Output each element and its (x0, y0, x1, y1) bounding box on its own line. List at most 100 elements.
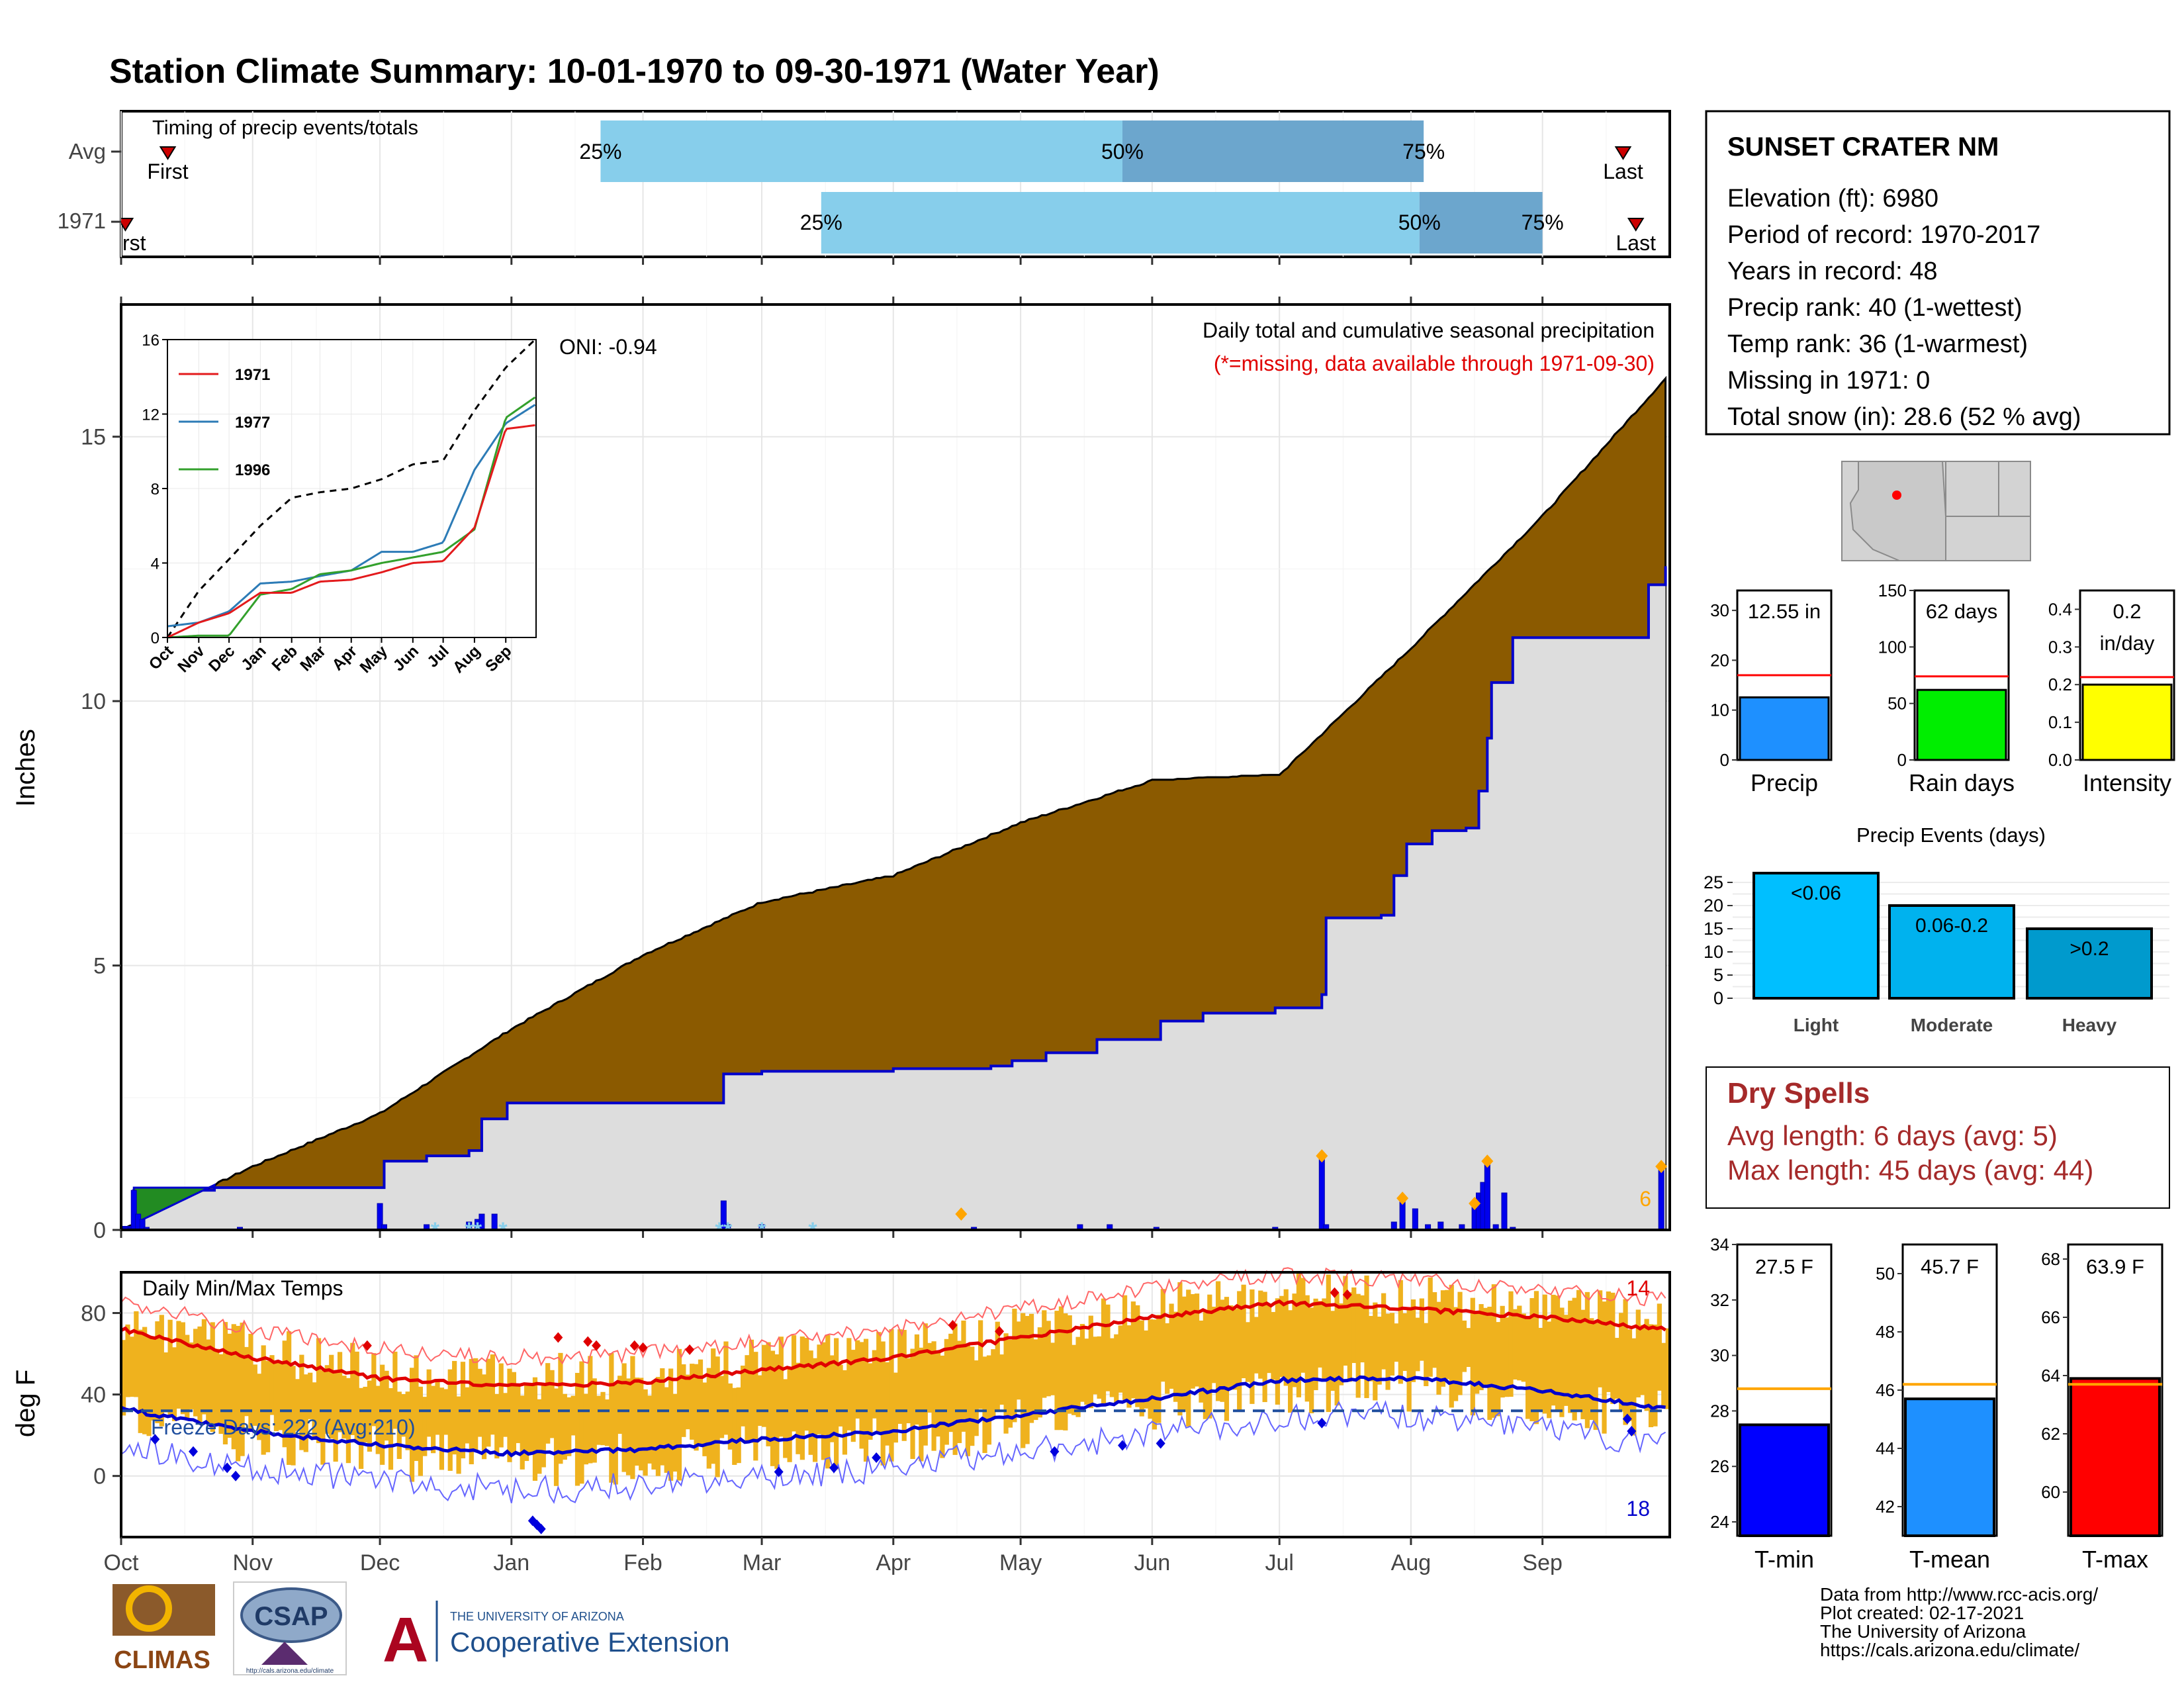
footer-line-2: Plot created: 02-17-2021 (1820, 1603, 2024, 1623)
temp-day-bar (465, 1387, 470, 1444)
temp-day-bar (931, 1341, 936, 1451)
temp-stat-ytick-label: 42 (1876, 1497, 1895, 1517)
temp-day-bar (1640, 1325, 1645, 1395)
temp-day-bar (138, 1329, 143, 1433)
temp-day-bar (600, 1391, 606, 1446)
temp-day-bar (537, 1399, 542, 1474)
temp-day-bar (511, 1372, 517, 1453)
freeze-days-label: Freeze Days: 222 (Avg:210) (151, 1415, 416, 1439)
inset-1971-line (167, 424, 535, 639)
temp-day-bar (193, 1329, 199, 1417)
temp-day-bar (1555, 1295, 1561, 1411)
temp-day-bar (422, 1397, 428, 1456)
average-max-line (120, 1299, 1666, 1388)
temp-day-bar (287, 1331, 292, 1465)
temp-day-bar (596, 1395, 602, 1445)
precip-stat-axis-label: Intensity (2083, 769, 2171, 796)
temp-day-bar (974, 1360, 979, 1436)
timing-row-1971-label: 1971 (58, 209, 106, 233)
timing-p75-label: 75% (1522, 211, 1564, 234)
ua-cooperative-extension-logo: A THE UNIVERSITY OF ARIZONA Cooperative … (383, 1601, 730, 1675)
temp-day-bar (431, 1385, 436, 1454)
temp-day-bar (532, 1377, 538, 1481)
temp-day-bar (1292, 1293, 1297, 1387)
temp-day-bar (562, 1393, 567, 1460)
precip-events-ytick-label: 15 (1704, 919, 1723, 939)
footer-line-3: The University of Arizona (1820, 1621, 2026, 1642)
record-max-marker-icon (362, 1340, 372, 1351)
temp-day-bar (672, 1393, 678, 1472)
temp-day-bar (647, 1395, 653, 1464)
temp-day-bar (715, 1356, 720, 1477)
precip-stat-ytick-label: 0 (1720, 750, 1729, 770)
temp-day-bar (1389, 1313, 1395, 1376)
temp-day-bar (1593, 1323, 1598, 1430)
temp-day-bar (1559, 1307, 1565, 1417)
daily-precip-record-marker-icon (1481, 1154, 1494, 1168)
temp-day-bar (210, 1322, 215, 1432)
temp-day-bar (1135, 1305, 1140, 1407)
dry-spells-max: Max length: 45 days (avg: 44) (1727, 1154, 2093, 1186)
month-axis: Oct Nov Dec Jan Feb Mar Apr May Jun Jul Aug Sep (104, 1537, 1563, 1575)
temp-day-bar (545, 1363, 551, 1444)
min-record-count: 18 (1626, 1497, 1650, 1521)
record-min-marker-icon (1156, 1438, 1165, 1449)
station-frame (1705, 110, 2171, 436)
temp-day-bar (617, 1376, 623, 1434)
record-min-marker-icon (1317, 1417, 1327, 1429)
temp-day-bar (231, 1324, 236, 1450)
temp-day-bar (681, 1364, 686, 1437)
temp-y-label: deg F (11, 1370, 40, 1437)
dry-spells-frame (1706, 1066, 2170, 1209)
timing-bar-50-75 (1122, 120, 1424, 182)
temp-day-bar (1228, 1305, 1234, 1387)
temp-day-bar (222, 1322, 228, 1444)
timing-panel: 25% 50% 75% First Last 25% 50% 75% First Last Tim… (58, 110, 1671, 265)
temp-day-bar (1165, 1323, 1170, 1394)
temp-day-bar (1338, 1303, 1344, 1385)
month-label: Mar (743, 1550, 782, 1575)
temp-day-bar (1410, 1299, 1416, 1382)
temp-day-bar (651, 1380, 657, 1470)
temp-day-bar (384, 1370, 389, 1441)
precip-stat-value-label: 0.2 (2113, 600, 2141, 623)
temp-day-bar (868, 1363, 873, 1440)
temp-day-bar (1385, 1313, 1390, 1390)
temp-day-bar (337, 1352, 343, 1432)
inset-legend: 1971 1977 1996 (179, 366, 270, 479)
record-min-marker-icon (231, 1470, 241, 1481)
temp-day-bar (367, 1380, 373, 1452)
temp-day-bar (893, 1372, 899, 1443)
last-precip-label: Last (1615, 231, 1656, 255)
temp-day-bar (1598, 1290, 1603, 1387)
temp-day-bar (876, 1332, 882, 1433)
temp-day-bar (278, 1361, 283, 1430)
temp-day-bar (1016, 1321, 1021, 1400)
month-label: Nov (233, 1550, 273, 1575)
temp-day-bar (906, 1358, 911, 1424)
temp-day-bar (1445, 1289, 1450, 1380)
temp-day-bar (350, 1342, 355, 1435)
temp-stat-bar (1739, 1423, 1830, 1537)
temp-day-bar (1538, 1327, 1543, 1410)
temp-day-bar (842, 1370, 848, 1455)
station-info-line: Total snow (in): 28.6 (52 % avg) (1727, 403, 2081, 431)
temp-day-bar (660, 1368, 665, 1466)
inset-ytick-label: 8 (151, 481, 159, 498)
precip-ytick-label: 5 (93, 954, 106, 979)
temp-day-bar (189, 1342, 194, 1409)
temp-day-bar (1500, 1305, 1505, 1398)
precip-y-label: Inches (11, 729, 40, 807)
temp-day-bar (1152, 1319, 1158, 1430)
temp-day-bar (884, 1362, 890, 1446)
temp-day-bar (1012, 1309, 1017, 1423)
temp-day-bar (1232, 1309, 1238, 1390)
daily-precip-bar (1484, 1160, 1490, 1231)
temp-day-bar (1627, 1329, 1633, 1421)
temp-day-bar (880, 1341, 886, 1466)
climas-swirl (126, 1585, 172, 1632)
temp-day-bar (770, 1350, 776, 1466)
temp-day-bar (1512, 1309, 1518, 1380)
temp-stat-axis-label: T-max (2082, 1546, 2148, 1573)
temp-day-bar (1614, 1338, 1619, 1399)
